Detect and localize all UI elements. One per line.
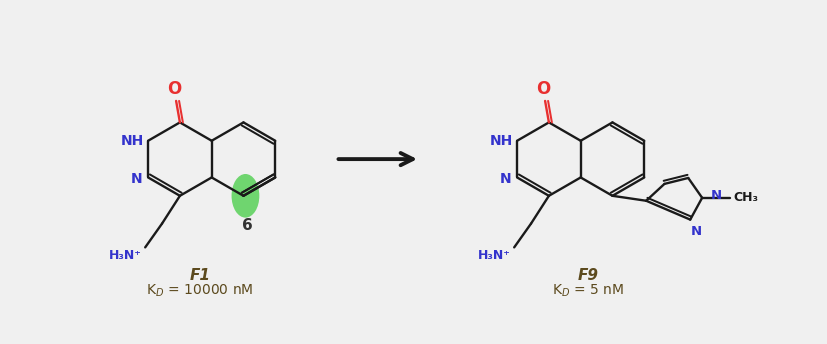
Text: N: N bbox=[131, 172, 142, 186]
Text: O: O bbox=[167, 80, 181, 98]
Ellipse shape bbox=[232, 174, 260, 218]
Text: K$_D$ = 5 nM: K$_D$ = 5 nM bbox=[552, 283, 624, 299]
Text: H₃N⁺: H₃N⁺ bbox=[109, 249, 141, 262]
Text: O: O bbox=[536, 80, 550, 98]
Text: CH₃: CH₃ bbox=[734, 191, 758, 204]
Text: NH: NH bbox=[490, 134, 513, 148]
Text: N: N bbox=[710, 189, 722, 202]
Text: K$_D$ = 10000 nM: K$_D$ = 10000 nM bbox=[146, 283, 254, 299]
Text: N: N bbox=[691, 225, 702, 238]
Text: N: N bbox=[500, 172, 511, 186]
Text: F9: F9 bbox=[578, 268, 599, 283]
Text: NH: NH bbox=[121, 134, 144, 148]
Text: 6: 6 bbox=[242, 218, 253, 233]
Text: F1: F1 bbox=[189, 268, 210, 283]
Text: H₃N⁺: H₃N⁺ bbox=[478, 249, 511, 262]
